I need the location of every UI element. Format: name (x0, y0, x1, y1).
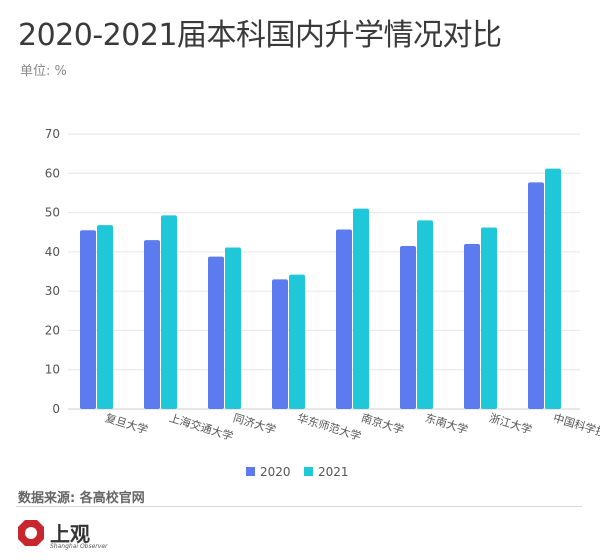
x-tick-label: 同济大学 (232, 410, 278, 436)
bar-2020-5 (336, 229, 352, 409)
y-tick-label: 0 (52, 402, 60, 416)
y-tick-label: 50 (45, 206, 60, 220)
bar-2021-8 (545, 168, 561, 409)
y-tick-label: 70 (45, 127, 60, 141)
bar-2020-4 (272, 279, 288, 409)
x-tick-label: 上海交通大学 (168, 410, 235, 443)
x-tick-label: 华东师范大学 (296, 410, 363, 443)
logo-subtext: Shanghai Observer (50, 543, 108, 550)
data-source: 数据来源: 各高校官网 (18, 491, 145, 506)
bar-2021-2 (161, 215, 177, 409)
legend-swatch-2020 (246, 467, 255, 476)
bar-2021-7 (481, 227, 497, 409)
bar-2020-8 (528, 182, 544, 409)
bar-2021-3 (225, 247, 241, 409)
logo-text: 上观 (50, 522, 90, 546)
x-tick-label: 浙江大学 (488, 410, 534, 436)
bar-2021-5 (353, 208, 369, 409)
x-tick-label: 中国科学技术大学 (552, 410, 600, 449)
y-tick-label: 30 (45, 284, 60, 298)
unit-label: 单位: % (20, 64, 67, 79)
legend: 2020 2021 (246, 465, 349, 479)
bar-2021-6 (417, 220, 433, 409)
logo-mark-icon (18, 520, 44, 546)
legend-label-2020: 2020 (260, 465, 291, 479)
y-tick-label: 60 (45, 166, 60, 180)
x-tick-label: 复旦大学 (104, 410, 150, 436)
bar-2021-4 (289, 274, 305, 409)
footer-divider (16, 506, 582, 507)
bar-2021-1 (97, 225, 113, 409)
bar-2020-2 (144, 240, 160, 409)
y-axis-ticks: 0 10 20 30 40 50 60 70 (45, 127, 60, 416)
bars (80, 168, 561, 409)
y-tick-label: 10 (45, 363, 60, 377)
bar-2020-3 (208, 256, 224, 409)
y-tick-label: 40 (45, 245, 60, 259)
bar-2020-7 (464, 244, 480, 409)
bar-2020-6 (400, 245, 416, 409)
chart-title: 2020-2021届本科国内升学情况对比 (18, 18, 502, 53)
x-tick-label: 南京大学 (360, 410, 406, 436)
x-tick-label: 东南大学 (424, 410, 470, 436)
logo: 上观 Shanghai Observer (16, 516, 108, 556)
legend-swatch-2021 (304, 467, 313, 476)
y-tick-label: 20 (45, 323, 60, 337)
bar-2020-1 (80, 230, 96, 409)
legend-label-2021: 2021 (318, 465, 349, 479)
